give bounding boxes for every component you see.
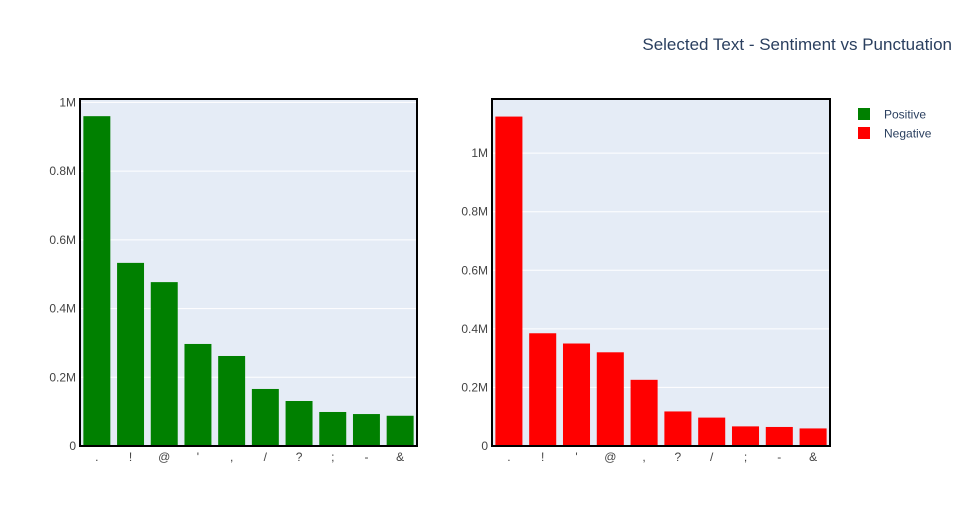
bar-negative: [664, 411, 692, 446]
bar-positive: [150, 282, 178, 446]
y-tick-label: 0.4M: [461, 322, 488, 336]
x-tick-label: ,: [230, 450, 233, 464]
plot-frame: [491, 98, 831, 447]
y-tick-label: 0.8M: [49, 164, 76, 178]
y-tick-label: 0: [69, 439, 76, 453]
bar-positive: [251, 388, 279, 446]
legend-label-negative: Negative: [884, 127, 932, 141]
legend-swatch-negative: [858, 127, 870, 139]
bar-negative: [495, 116, 523, 447]
bar-positive: [386, 415, 414, 446]
y-tick-label: 0.2M: [49, 370, 76, 384]
plot-area: 0 0.2M 0.4M 0.6M 0.8M 1M.! @ ', /?; - & 0 0.2M 0.4M 0.…: [49, 95, 831, 464]
bar-negative: [529, 333, 557, 446]
legend-swatch-positive: [858, 108, 870, 120]
x-tick-label: /: [710, 450, 714, 464]
x-tick-label: !: [541, 450, 544, 464]
x-tick-label: .: [507, 450, 510, 464]
legend-label-positive: Positive: [884, 108, 926, 122]
bar-negative: [596, 352, 624, 446]
bar-negative: [630, 379, 658, 446]
bar-negative: [698, 417, 726, 446]
legend: Positive Negative: [858, 108, 932, 141]
y-tick-label: 0.2M: [461, 380, 488, 394]
x-tick-label: &: [809, 450, 817, 464]
bar-positive: [352, 414, 380, 446]
y-tick-label: 0.4M: [49, 302, 76, 316]
subplot-2: 0 0.2M 0.4M 0.6M 0.8M 1M.! ' @,? /; - &: [461, 98, 831, 464]
bar-positive: [117, 262, 145, 446]
bar-positive: [285, 400, 313, 446]
x-tick-label: ;: [331, 450, 334, 464]
x-tick-label: ;: [744, 450, 747, 464]
y-tick-label: 1M: [471, 146, 488, 160]
x-tick-label: /: [264, 450, 268, 464]
y-tick-label: 0.6M: [461, 263, 488, 277]
x-tick-label: -: [364, 450, 368, 464]
x-tick-label: -: [777, 450, 781, 464]
bar-negative: [562, 343, 591, 446]
x-tick-label: @: [604, 450, 616, 464]
y-tick-label: 0.6M: [49, 233, 76, 247]
y-tick-label: 0.8M: [461, 205, 488, 219]
x-tick-label: !: [129, 450, 132, 464]
x-tick-label: .: [95, 450, 98, 464]
x-tick-label: &: [396, 450, 404, 464]
bar-positive: [218, 355, 246, 446]
bar-positive: [319, 411, 347, 446]
x-tick-label: ': [575, 450, 577, 464]
y-tick-label: 1M: [59, 95, 76, 109]
x-tick-label: ?: [296, 450, 303, 464]
subplot-1: 0 0.2M 0.4M 0.6M 0.8M 1M.! @ ', /?; - &: [49, 95, 418, 464]
x-tick-label: ?: [675, 450, 682, 464]
bar-negative: [765, 426, 793, 446]
x-tick-label: ,: [642, 450, 645, 464]
bar-positive: [83, 116, 111, 446]
x-tick-label: @: [158, 450, 170, 464]
bar-negative: [799, 428, 827, 446]
bar-positive: [184, 343, 212, 446]
x-tick-label: ': [197, 450, 199, 464]
y-tick-label: 0: [481, 439, 488, 453]
chart-title: Selected Text - Sentiment vs Punctuation: [642, 35, 952, 54]
plot-frame: [79, 98, 418, 447]
bar-negative: [731, 426, 760, 446]
